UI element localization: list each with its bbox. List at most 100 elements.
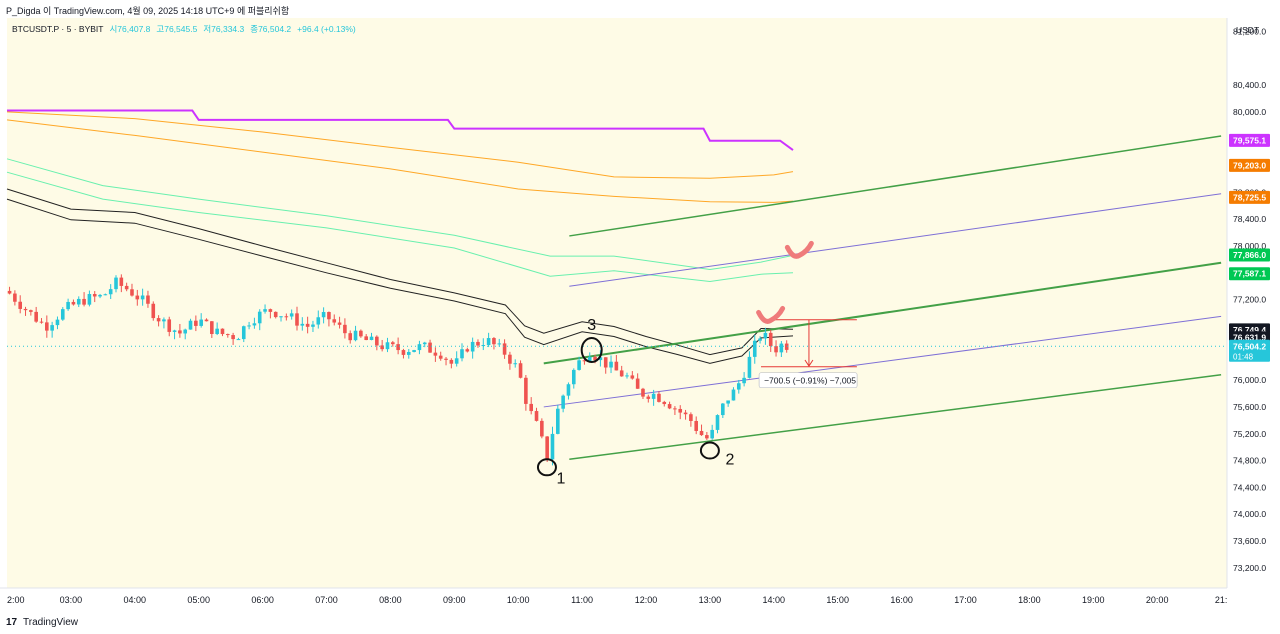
x-tick-label: 05:00 bbox=[187, 595, 210, 605]
candle-body bbox=[114, 277, 118, 290]
y-tick-label: 76,000.0 bbox=[1233, 375, 1266, 385]
candle-body bbox=[492, 338, 496, 345]
trend-line-4[interactable] bbox=[569, 374, 1222, 460]
candle-body bbox=[779, 343, 784, 353]
candle-body bbox=[587, 356, 592, 362]
candle-body bbox=[508, 354, 512, 364]
trend-line-0[interactable] bbox=[569, 135, 1222, 237]
x-tick-label: 2:00 bbox=[7, 595, 25, 605]
trend-line-1[interactable] bbox=[569, 193, 1222, 287]
candles bbox=[7, 274, 789, 466]
footer: 17 TradingView bbox=[0, 612, 1280, 634]
candle-body bbox=[311, 324, 315, 327]
tradingview-logo-icon[interactable]: 17 bbox=[6, 617, 18, 628]
candle-body bbox=[465, 349, 470, 352]
price-badge-label: 79,203.0 bbox=[1233, 160, 1266, 170]
candle-body bbox=[768, 332, 773, 347]
legend-low: 저76,334.3 bbox=[203, 24, 244, 34]
candle-body bbox=[268, 309, 273, 312]
candle-body bbox=[87, 294, 92, 305]
candle-body bbox=[337, 322, 342, 325]
candle-body bbox=[763, 332, 768, 339]
candle-body bbox=[438, 355, 443, 359]
candle-body bbox=[353, 330, 358, 341]
candle-body bbox=[108, 289, 113, 295]
x-tick-label: 06:00 bbox=[251, 595, 274, 605]
candle-body bbox=[497, 343, 502, 345]
candle-body bbox=[529, 403, 533, 412]
y-tick-label: 80,000.0 bbox=[1233, 107, 1266, 117]
candle-body bbox=[231, 335, 235, 340]
price-badge bbox=[1229, 158, 1270, 172]
candle-body bbox=[784, 343, 789, 350]
y-tick-label: 74,800.0 bbox=[1233, 456, 1266, 466]
candle-body bbox=[103, 294, 108, 296]
candle-body bbox=[316, 317, 321, 325]
x-tick-label: 18:00 bbox=[1018, 595, 1041, 605]
candle-body bbox=[678, 408, 683, 413]
candle-body bbox=[199, 319, 203, 326]
candle-body bbox=[651, 393, 656, 399]
candle-body bbox=[369, 336, 374, 341]
hand-ellipse-1 bbox=[536, 458, 557, 477]
candle-body bbox=[18, 301, 23, 309]
candle-body bbox=[502, 343, 507, 355]
hand-label-3: 3 bbox=[587, 317, 596, 334]
y-tick-label: 80,400.0 bbox=[1233, 80, 1266, 90]
candle-body bbox=[204, 319, 209, 322]
candle-body bbox=[545, 436, 549, 460]
y-tick-label: 75,600.0 bbox=[1233, 402, 1266, 412]
orange-band-0 bbox=[6, 111, 794, 179]
candle-body bbox=[151, 303, 156, 319]
y-tick-label: 78,000.0 bbox=[1233, 241, 1266, 251]
candle-body bbox=[55, 319, 60, 326]
black-envelope-1 bbox=[6, 198, 794, 364]
legend-high: 고76,545.5 bbox=[156, 24, 197, 34]
candle-body bbox=[726, 400, 730, 404]
candle-body bbox=[375, 336, 379, 346]
price-chart[interactable]: −700.5 (−0.91%) −7,005 1 2 3 BTCUSDT.P · 5 ·… bbox=[0, 0, 1280, 612]
candle-body bbox=[710, 429, 714, 439]
candle-body bbox=[225, 334, 230, 336]
legend-symbol: BTCUSDT.P · 5 · BYBIT bbox=[12, 24, 103, 34]
orange-band-1 bbox=[6, 119, 794, 203]
candle-body bbox=[736, 383, 741, 390]
lightgreen-band-1 bbox=[6, 171, 794, 283]
y-tick-label: 73,200.0 bbox=[1233, 563, 1266, 573]
candle-body bbox=[50, 325, 54, 331]
candle-body bbox=[167, 319, 172, 332]
trend-line-2[interactable] bbox=[543, 261, 1222, 365]
candle-body bbox=[422, 342, 427, 345]
candle-body bbox=[667, 404, 672, 409]
legend-open: 시76,407.8 bbox=[109, 24, 150, 34]
x-tick-label: 15:00 bbox=[826, 595, 849, 605]
candle-body bbox=[513, 363, 518, 365]
candle-body bbox=[391, 342, 395, 345]
candle-body bbox=[619, 370, 624, 377]
x-tick-label: 16:00 bbox=[890, 595, 913, 605]
y-tick-label: 78,400.0 bbox=[1233, 214, 1266, 224]
candle-body bbox=[162, 319, 166, 322]
candle-body bbox=[82, 298, 86, 305]
price-axis[interactable] bbox=[1227, 18, 1280, 612]
price-badge-label: 77,587.1 bbox=[1233, 269, 1266, 279]
candle-body bbox=[481, 345, 486, 347]
candle-body bbox=[188, 320, 193, 330]
price-badge bbox=[1229, 267, 1270, 281]
candle-body bbox=[215, 328, 219, 334]
candle-body bbox=[593, 356, 597, 361]
candle-body bbox=[279, 316, 283, 318]
price-badge-label: 78,725.5 bbox=[1233, 192, 1266, 202]
trend-line-3[interactable] bbox=[543, 315, 1222, 408]
candle-body bbox=[752, 340, 757, 357]
candle-body bbox=[758, 338, 762, 341]
candle-body bbox=[460, 349, 464, 359]
candle-body bbox=[683, 412, 688, 415]
measure-arrow-head bbox=[804, 359, 814, 367]
tradingview-brand[interactable]: TradingView bbox=[23, 617, 79, 628]
x-tick-label: 07:00 bbox=[315, 595, 338, 605]
time-axis[interactable] bbox=[0, 588, 1227, 612]
hand-ellipse-2 bbox=[699, 441, 720, 460]
candle-body bbox=[45, 322, 49, 331]
candle-body bbox=[646, 396, 651, 399]
